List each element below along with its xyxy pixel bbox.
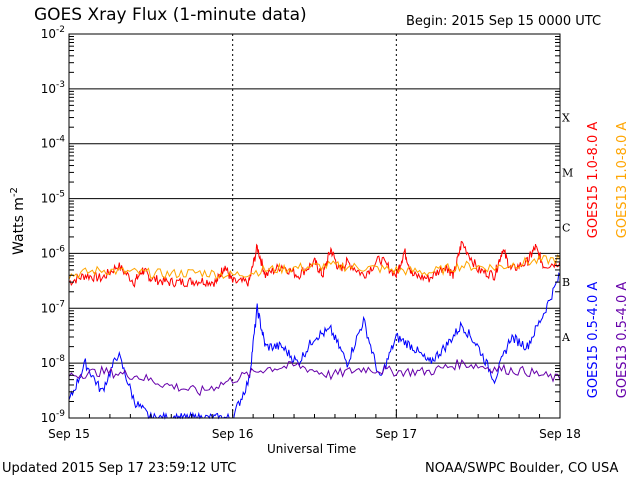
x-tick-label: Sep 16 — [212, 427, 254, 441]
chart-title: GOES Xray Flux (1-minute data) — [34, 5, 307, 25]
series-line — [68, 358, 561, 397]
y-tick-label: 10-5 — [41, 190, 65, 206]
legend-entry: GOES13 1.0-8.0 A — [615, 122, 630, 239]
legend-entry: GOES13 0.5-4.0 A — [615, 282, 630, 399]
axes-layer — [68, 33, 561, 419]
series-layer — [68, 240, 561, 420]
legend-entry: GOES15 0.5-4.0 A — [586, 282, 601, 399]
y-tick-label: 10-3 — [41, 80, 65, 96]
flare-class-label: B — [562, 276, 570, 289]
x-tick-label: Sep 17 — [375, 427, 417, 441]
y-tick-label: 10-8 — [41, 354, 66, 370]
updated-timestamp: Updated 2015 Sep 17 23:59:12 UTC — [2, 461, 237, 476]
begin-time: Begin: 2015 Sep 15 0000 UTC — [406, 14, 602, 29]
credit-text: NOAA/SWPC Boulder, CO USA — [425, 461, 619, 476]
flare-class-label: X — [562, 112, 570, 125]
labels-layer: 10-2 10-3 10-4 10-5 10-6 10-7 10-8 10-9 Sep 15 Se… — [9, 25, 630, 441]
y-tick-label: 10-6 — [41, 244, 66, 260]
x-tick-label: Sep 18 — [539, 427, 581, 441]
x-tick-label: Sep 15 — [48, 427, 90, 441]
series-line — [68, 240, 561, 288]
series-line — [68, 272, 561, 420]
flare-class-label: M — [562, 166, 573, 179]
y-tick-label: 10-2 — [41, 25, 65, 41]
y-axis-label: Watts m-2 — [9, 187, 27, 255]
legend-entry: GOES15 1.0-8.0 A — [586, 122, 601, 239]
x-axis-label: Universal Time — [267, 442, 357, 456]
y-tick-label: 10-9 — [41, 409, 66, 425]
grid-layer — [69, 33, 560, 419]
y-tick-label: 10-4 — [41, 135, 66, 151]
series-line — [68, 254, 561, 280]
y-tick-label: 10-7 — [41, 299, 65, 315]
plot-frame — [68, 33, 561, 419]
flare-class-label: A — [561, 331, 571, 344]
flare-class-label: C — [562, 221, 570, 234]
